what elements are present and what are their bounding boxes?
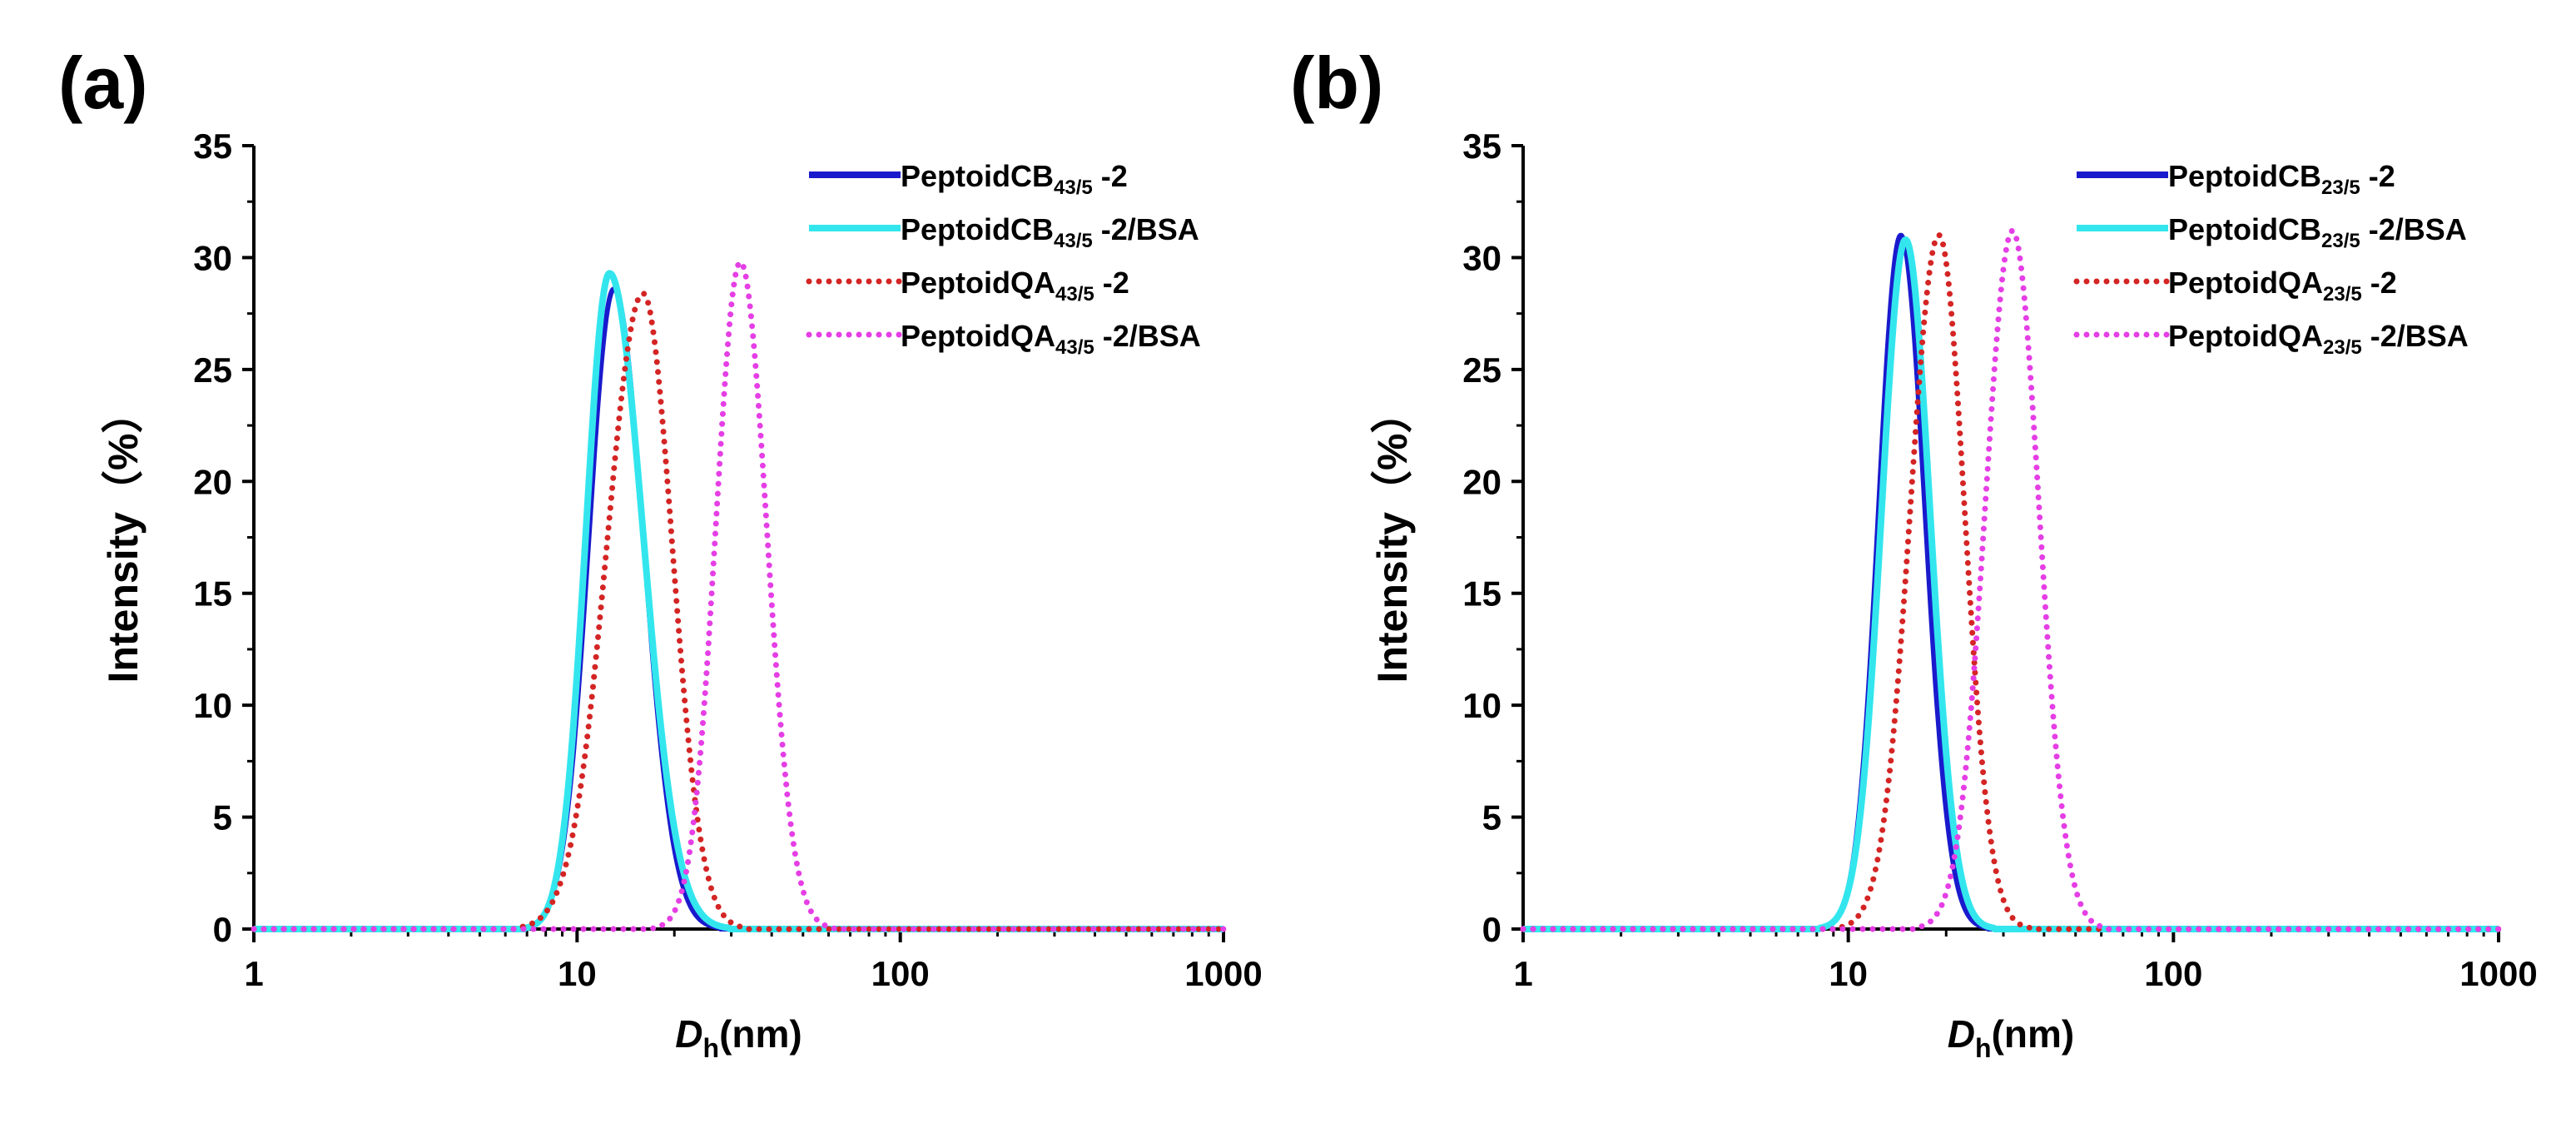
legend-label-name: PeptoidQA	[2168, 266, 2323, 300]
panel-label: (b)	[1290, 42, 1383, 124]
y-tick-label: 25	[193, 350, 232, 390]
y-tick-label: 15	[1462, 574, 1501, 614]
legend-label-suffix: -2/BSA	[2360, 212, 2467, 246]
legend-label-name: PeptoidQA	[2168, 319, 2323, 353]
x-tick-label: 1	[1513, 954, 1532, 993]
y-axis-label: Intensity（%）	[100, 391, 146, 683]
x-tick-label: 100	[2144, 954, 2202, 993]
legend-label-name: PeptoidQA	[901, 266, 1055, 300]
legend-label-2: PeptoidCB43/5 -2/BSA	[901, 212, 1199, 252]
y-tick-label: 10	[1462, 686, 1501, 725]
y-tick-label: 5	[213, 798, 232, 837]
x-tick-label: 1	[244, 954, 263, 993]
x-tick-label: 10	[1829, 954, 1868, 993]
x-tick-label: 100	[871, 954, 930, 993]
series-line-4	[1520, 227, 2502, 932]
series-line-1	[252, 286, 1225, 932]
legend-label-suffix: -2/BSA	[1094, 319, 1201, 353]
x-tick-label: 10	[558, 954, 597, 993]
legend-label-4: PeptoidQA43/5 -2/BSA	[901, 319, 1201, 359]
legend-label-name: PeptoidCB	[2168, 212, 2321, 246]
legend-label-name: PeptoidCB	[2168, 159, 2321, 193]
legend-label-name: PeptoidCB	[901, 212, 1054, 246]
chart-panel-b: (b) 0 5 10 15 20 25 30 35 1 10 100 1000 Dh(nm) Intensi…	[1290, 42, 2538, 1063]
series-line-4	[251, 259, 1227, 932]
x-axis-label-main: D	[1948, 1012, 1975, 1056]
legend-label-2: PeptoidCB23/5 -2/BSA	[2168, 212, 2467, 252]
legend-label-1: PeptoidCB23/5 -2	[2168, 159, 2395, 199]
y-tick-label: 10	[193, 686, 232, 725]
y-tick-label: 20	[193, 462, 232, 501]
y-tick-label: 30	[193, 238, 232, 277]
series-line-3	[251, 291, 1227, 932]
x-axis-label-main: D	[675, 1012, 702, 1056]
legend-label-name: PeptoidCB	[901, 159, 1054, 193]
legend-label-suffix: -2/BSA	[2362, 319, 2469, 353]
panel-label: (a)	[58, 42, 148, 124]
y-tick-label: 30	[1462, 238, 1501, 277]
legend-label-3: PeptoidQA23/5 -2	[2168, 266, 2397, 306]
y-tick-label: 5	[1482, 798, 1501, 837]
legend-label-suffix: -2	[2360, 159, 2395, 193]
series-line-2	[251, 270, 1226, 932]
x-axis-label-sub: h	[1975, 1033, 1992, 1063]
legend-label-3: PeptoidQA43/5 -2	[901, 266, 1129, 306]
legend-label-sub: 43/5	[1055, 283, 1094, 306]
legend-label-1: PeptoidCB43/5 -2	[901, 159, 1128, 199]
legend-label-sub: 43/5	[1055, 336, 1094, 359]
legend-label-sub: 43/5	[1054, 176, 1093, 199]
legend-label-sub: 23/5	[2323, 336, 2362, 359]
legend-label-suffix: -2	[2362, 266, 2397, 300]
y-tick-label: 35	[193, 127, 232, 166]
legend-label-sub: 23/5	[2321, 176, 2360, 199]
legend-label-sub: 43/5	[1054, 230, 1093, 252]
legend-label-sub: 23/5	[2323, 283, 2362, 306]
y-tick-label: 0	[1482, 910, 1501, 949]
legend-label-sub: 23/5	[2321, 230, 2360, 252]
y-tick-label: 35	[1462, 127, 1501, 166]
y-axis-label: Intensity（%）	[1369, 391, 1416, 683]
legend-label-suffix: -2	[1094, 266, 1129, 300]
y-tick-label: 20	[1462, 462, 1501, 501]
legend-label-name: PeptoidQA	[901, 319, 1055, 353]
x-axis-label-sub: h	[703, 1033, 720, 1063]
x-axis-label-unit: (nm)	[1992, 1012, 2075, 1056]
chart-panel-a: (a) 0 5 10 15 20 25 30 35 1 10 100 1000 Dh(nm) Intensi…	[58, 42, 1263, 1063]
legend-label-suffix: -2	[1093, 159, 1128, 193]
x-axis-label: Dh(nm)	[1948, 1012, 2074, 1063]
x-axis-label: Dh(nm)	[675, 1012, 802, 1063]
legend-label-4: PeptoidQA23/5 -2/BSA	[2168, 319, 2469, 359]
y-tick-label: 15	[193, 574, 232, 614]
x-axis-label-unit: (nm)	[719, 1012, 802, 1056]
x-tick-label: 1000	[1184, 954, 1262, 993]
x-tick-label: 1000	[2459, 954, 2537, 993]
y-tick-label: 25	[1462, 350, 1501, 390]
legend-label-suffix: -2/BSA	[1093, 212, 1199, 246]
y-tick-label: 0	[213, 910, 232, 949]
